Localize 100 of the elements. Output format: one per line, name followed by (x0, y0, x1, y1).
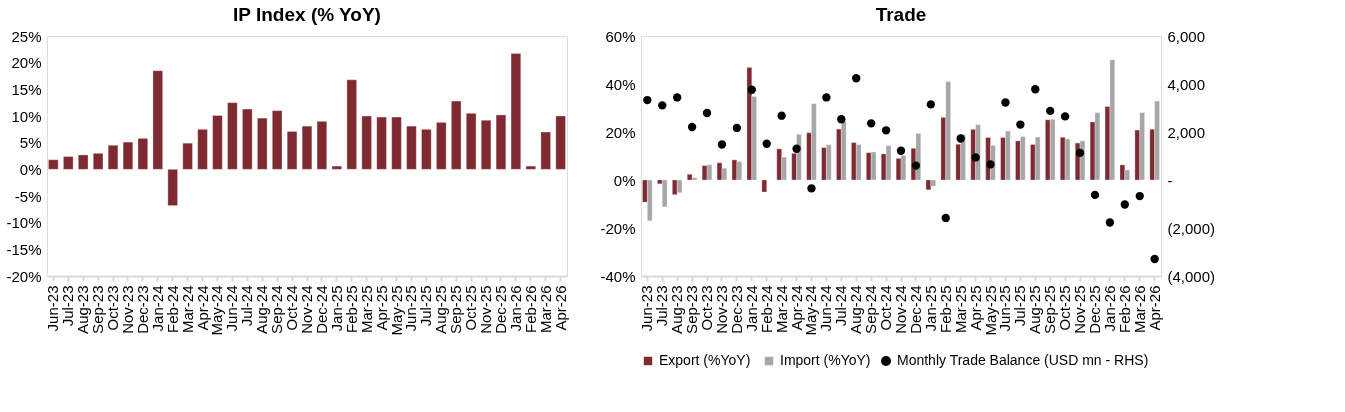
bar (716, 162, 723, 181)
x-tick-label: Jul-23 (59, 285, 77, 327)
x-tick-label: Feb-26 (521, 285, 539, 334)
bar (197, 129, 208, 170)
bar (78, 154, 89, 170)
point (1105, 218, 1115, 227)
x-tick-label: Jan-24 (148, 285, 166, 332)
x-tick-label: Nov-24 (298, 285, 315, 334)
x-tick-label: Aug-23 (668, 285, 686, 334)
bar (406, 125, 417, 170)
point (1135, 191, 1144, 201)
x-tick-label: Apr-24 (787, 285, 805, 331)
point (732, 123, 742, 133)
point (926, 100, 936, 109)
x-tick-label: Feb-24 (757, 285, 775, 334)
x-tick-label: Aug-23 (74, 285, 92, 334)
y-tick-label: 60% (605, 27, 636, 45)
point (1016, 120, 1025, 129)
bar (391, 116, 402, 170)
point (1120, 200, 1129, 209)
point (852, 74, 861, 83)
x-tick-label: Dec-24 (906, 285, 924, 334)
point (1075, 148, 1085, 158)
x-tick-label: Jan-25 (327, 285, 345, 332)
x-tick-label: Nov-23 (118, 285, 136, 334)
bar (525, 165, 536, 170)
point (1090, 190, 1100, 200)
point (866, 119, 876, 128)
y2-tick-label: 4,000 (1167, 75, 1206, 93)
x-tick-label: Mar-26 (1130, 285, 1148, 334)
point (896, 146, 906, 155)
x-tick-label: Aug-25 (432, 285, 450, 334)
x-tick-label: Jul-24 (832, 285, 850, 327)
bar (761, 179, 767, 193)
bar (346, 79, 357, 170)
y-tick-label: -20% (600, 219, 636, 237)
point (941, 213, 950, 223)
bar (242, 108, 253, 170)
x-tick-label: Apr-25 (372, 285, 390, 331)
point (702, 108, 712, 118)
point (777, 111, 786, 120)
x-tick-label: Feb-26 (1115, 285, 1133, 334)
x-tick-label: Mar-25 (357, 285, 375, 334)
y2-tick-label: 2,000 (1167, 123, 1206, 141)
y-tick-label: 20% (11, 54, 42, 72)
bar (706, 164, 713, 181)
x-tick-label: Jun-23 (44, 285, 62, 332)
x-tick-label: Jul-25 (1011, 285, 1029, 327)
y-tick-label: -20% (6, 267, 42, 285)
chart-title: Trade (875, 4, 927, 25)
bar (257, 117, 268, 170)
point (807, 184, 816, 193)
y-tick-label: 0% (19, 160, 42, 178)
bar (361, 115, 372, 170)
bar (466, 113, 477, 170)
x-tick-label: Aug-24 (253, 285, 271, 334)
x-tick-label: Apr-24 (193, 285, 211, 331)
x-tick-label: Dec-24 (312, 285, 330, 334)
point (792, 144, 801, 153)
point (717, 140, 727, 149)
y-tick-label: -5% (14, 187, 42, 205)
chart-title: IP Index (% YoY) (233, 4, 381, 25)
point (822, 93, 831, 102)
point (1060, 112, 1070, 121)
x-tick-label: Jul-23 (653, 285, 671, 327)
point (1046, 106, 1055, 116)
y-tick-label: 10% (11, 107, 42, 125)
point (1001, 98, 1010, 107)
y-tick-label: 5% (19, 134, 42, 152)
x-tick-label: Nov-23 (712, 285, 730, 334)
point (971, 153, 980, 162)
x-tick-label: Nov-24 (892, 285, 909, 334)
bar (287, 131, 298, 170)
x-tick-label: Jan-26 (506, 285, 524, 332)
y2-tick-label: (4,000) (1167, 267, 1216, 285)
x-tick-label: Feb-25 (342, 285, 360, 334)
bar (885, 145, 892, 181)
bar (93, 153, 104, 170)
x-tick-label: Dec-23 (727, 285, 745, 334)
y2-tick-label: - (1167, 171, 1173, 189)
bar (108, 145, 119, 170)
point (687, 122, 697, 132)
legend-label: Import (%YoY) (780, 352, 871, 368)
x-tick-label: Apr-26 (551, 285, 569, 331)
bar (63, 156, 74, 170)
x-tick-label: Mar-24 (772, 285, 790, 334)
bar (555, 115, 566, 170)
bar (510, 53, 521, 170)
bar (1064, 138, 1071, 181)
legend-label: Export (%YoY) (659, 352, 751, 368)
x-tick-label: Mar-25 (951, 285, 969, 334)
bar (451, 100, 462, 170)
x-tick-label: Feb-25 (936, 285, 954, 334)
y-tick-label: 20% (605, 123, 636, 141)
bar (481, 120, 492, 170)
point (762, 139, 771, 148)
bar (212, 115, 223, 170)
bar (227, 102, 238, 170)
bar (731, 159, 738, 181)
bar (495, 114, 506, 170)
